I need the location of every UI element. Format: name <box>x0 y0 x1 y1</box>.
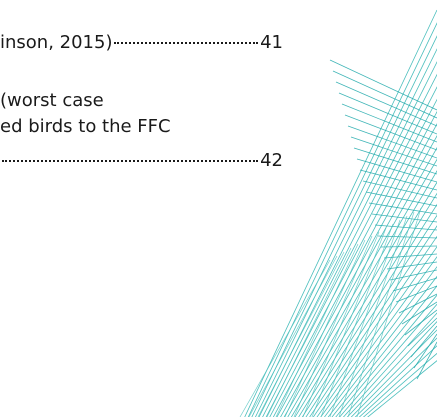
pattern-line <box>240 10 437 417</box>
pattern-line <box>402 302 437 324</box>
entry-text: ed birds to the FFC <box>0 116 171 137</box>
pattern-line <box>378 236 437 238</box>
pattern-line <box>303 172 437 417</box>
pattern-line <box>240 260 330 417</box>
pattern-line <box>357 208 421 417</box>
decorative-pattern <box>0 0 437 417</box>
toc-entry-line: 42 <box>0 150 283 171</box>
pattern-line <box>348 212 414 417</box>
pattern-line <box>267 248 351 417</box>
toc-entry-line: ed birds to the FFC <box>0 116 283 137</box>
document-page: inson, 2015) 41 (worst case ed birds to … <box>0 0 437 417</box>
page-number: 41 <box>260 32 283 53</box>
pattern-line <box>338 262 437 417</box>
pattern-line <box>333 71 437 118</box>
pattern-line <box>348 126 437 158</box>
entry-text: (worst case <box>0 90 104 111</box>
leader-dots <box>114 42 258 44</box>
pattern-line <box>249 256 337 417</box>
pattern-line <box>258 55 437 417</box>
toc-entry: inson, 2015) 41 <box>0 32 283 53</box>
leader-dots <box>2 160 258 162</box>
pattern-line <box>390 270 437 280</box>
toc-entry-line: (worst case <box>0 90 283 111</box>
page-number: 42 <box>260 150 283 171</box>
pattern-line <box>324 226 437 417</box>
pattern-line <box>375 225 437 230</box>
entry-text: inson, 2015) <box>0 32 112 53</box>
